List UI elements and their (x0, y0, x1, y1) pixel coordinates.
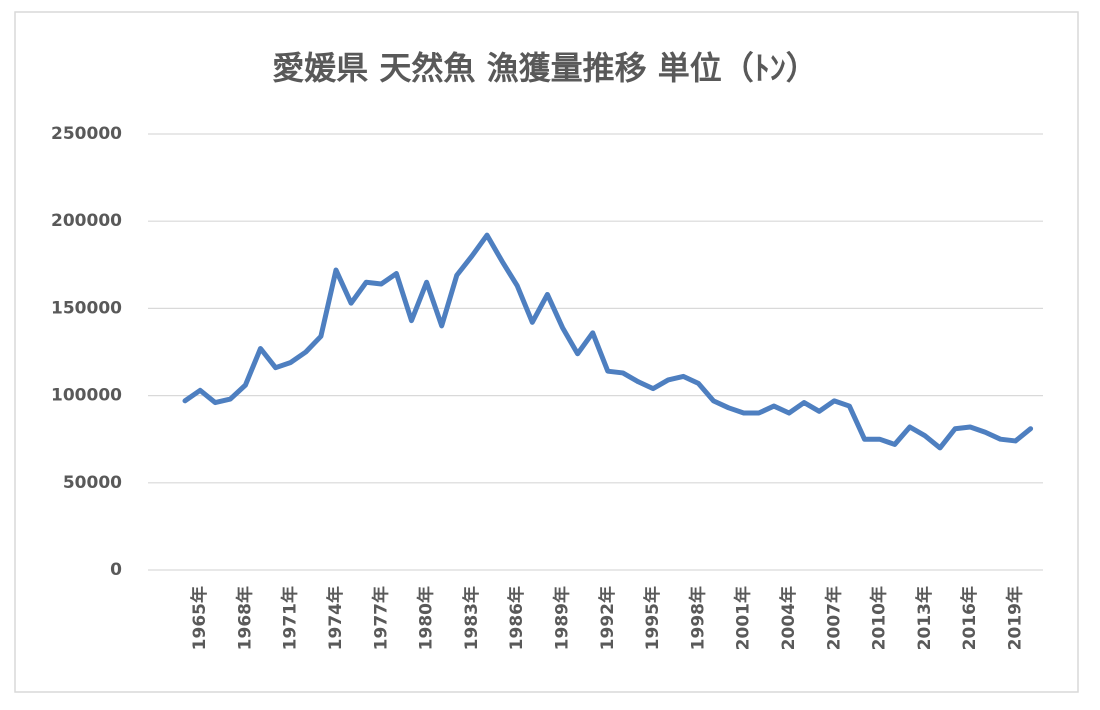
x-tick-label: 2001年 (733, 586, 754, 650)
x-tick-label: 2007年 (823, 586, 844, 650)
data-line (182, 232, 1034, 451)
chart-title: 愛媛県 天然魚 漁獲量推移 単位（ﾄﾝ） (272, 49, 817, 87)
x-tick-label: 1986年 (506, 586, 527, 650)
y-tick-label: 250000 (51, 124, 122, 144)
x-tick-label: 1974年 (325, 586, 346, 650)
x-tick-label: 2010年 (869, 586, 890, 650)
y-tick-label: 200000 (51, 211, 122, 231)
y-tick-label: 100000 (51, 386, 122, 406)
y-tick-label: 50000 (63, 473, 122, 493)
x-tick-label: 1980年 (416, 586, 437, 650)
x-tick-label: 2016年 (959, 586, 980, 650)
x-tick-label: 1989年 (552, 586, 573, 650)
chart-border (14, 11, 1079, 693)
x-tick-label: 1971年 (280, 586, 301, 650)
x-tick-label: 1995年 (642, 586, 663, 650)
x-tick-label: 2019年 (1005, 586, 1026, 650)
x-tick-label: 1968年 (234, 586, 255, 650)
x-tick-label: 2013年 (914, 586, 935, 650)
x-tick-label: 1998年 (687, 586, 708, 650)
x-tick-label: 1992年 (597, 586, 618, 650)
x-tick-label: 1983年 (461, 586, 482, 650)
y-tick-label: 0 (110, 560, 122, 580)
x-tick-label: 2004年 (778, 586, 799, 650)
x-tick-label: 1965年 (189, 586, 210, 650)
y-tick-label: 150000 (51, 298, 122, 318)
x-tick-label: 1977年 (370, 586, 391, 650)
